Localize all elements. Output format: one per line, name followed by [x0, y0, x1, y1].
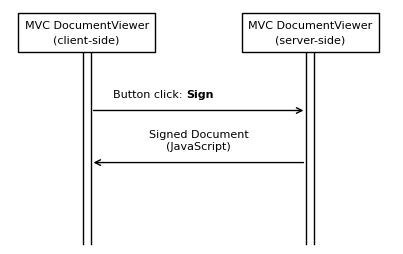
Text: Button click:: Button click: [113, 90, 186, 100]
Text: Signed Document: Signed Document [149, 130, 248, 140]
FancyBboxPatch shape [242, 13, 379, 52]
Text: Sign: Sign [186, 90, 214, 100]
Text: (JavaScript): (JavaScript) [166, 141, 231, 152]
Text: MVC DocumentViewer: MVC DocumentViewer [25, 22, 149, 31]
Text: (client-side): (client-side) [54, 35, 120, 45]
Text: (server-side): (server-side) [275, 35, 345, 45]
FancyBboxPatch shape [18, 13, 155, 52]
Text: MVC DocumentViewer: MVC DocumentViewer [248, 22, 372, 31]
